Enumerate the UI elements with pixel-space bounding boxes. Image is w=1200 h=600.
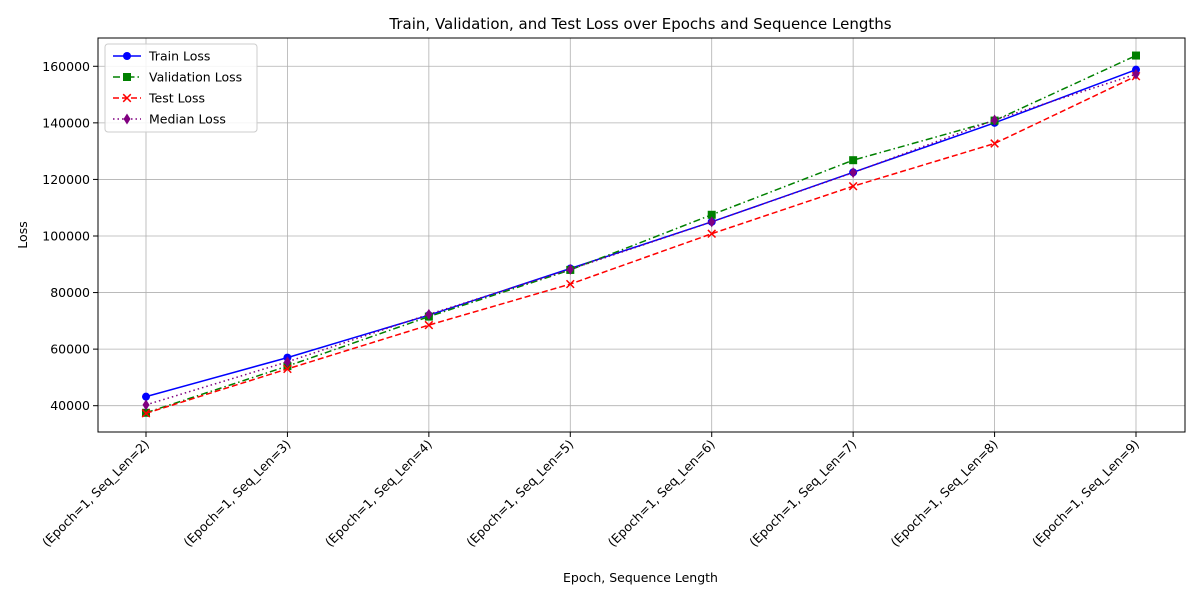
data-point [424,320,434,330]
legend-label: Validation Loss [149,70,242,85]
legend-label: Median Loss [149,112,226,127]
legend-item: Validation Loss [113,70,242,85]
series-line [145,75,1137,415]
y-tick-label: 160000 [42,59,90,74]
y-tick-label: 100000 [42,228,90,243]
y-tick-label: 60000 [50,342,90,357]
x-tick-label: (Epoch=1, Seq_Len=9) [1029,437,1142,550]
data-point [283,356,291,368]
data-point [142,399,150,411]
y-tick-label: 40000 [50,398,90,413]
legend-box [104,43,258,133]
series-line [145,54,1137,414]
data-point [708,216,716,228]
y-axis-title: Loss [15,221,30,248]
y-tick-label: 120000 [42,172,90,187]
x-tick-label: (Epoch=1, Seq_Len=4) [322,437,435,550]
x-axis: (Epoch=1, Seq_Len=2) (Epoch=1, Seq_Len=3)… [39,432,1142,550]
data-point [707,229,717,239]
chart-title: Train, Validation, and Test Loss over Ep… [388,15,891,33]
y-tick-label: 140000 [42,115,90,130]
gridlines [98,38,1185,432]
data-point [707,210,716,219]
data-point [848,181,858,191]
data-point [849,167,857,179]
legend-label: Test Loss [148,91,205,106]
legend: Train Loss Validation Loss Test Loss Median… [104,43,258,133]
data-point [1132,68,1140,80]
data-point [141,409,151,418]
series-layer [141,51,1141,418]
plot-frame [97,37,1186,433]
x-tick-label: (Epoch=1, Seq_Len=3) [180,437,293,550]
legend-marker [122,93,132,103]
y-axis: 40000 60000 80000 100000 120000 140000 160000 [42,59,98,413]
data-point [565,279,575,289]
y-tick-label: 80000 [50,285,90,300]
data-point [142,392,150,401]
data-point [1132,51,1140,60]
legend-item: Train Loss [113,49,210,64]
data-point [566,263,574,275]
legend-marker [123,73,131,81]
x-axis-title: Epoch, Sequence Length [563,570,718,585]
x-tick-label: (Epoch=1, Seq_Len=6) [605,437,718,550]
data-point [849,156,858,165]
legend-label: Train Loss [148,49,210,64]
legend-item: Median Loss [113,112,226,127]
data-point [425,308,433,320]
series-line [145,68,1137,398]
legend-item: Test Loss [113,91,205,106]
data-point [283,364,292,374]
x-tick-label: (Epoch=1, Seq_Len=7) [746,437,859,550]
x-tick-label: (Epoch=1, Seq_Len=2) [39,437,152,550]
series-median-loss [142,68,1140,411]
x-tick-label: (Epoch=1, Seq_Len=5) [463,437,576,550]
series-validation-loss [142,51,1140,417]
data-point [991,114,999,126]
data-point [990,139,999,148]
legend-marker [123,113,131,125]
x-tick-label: (Epoch=1, Seq_Len=8) [888,437,1001,550]
series-train-loss [142,65,1140,401]
legend-marker [123,52,131,60]
